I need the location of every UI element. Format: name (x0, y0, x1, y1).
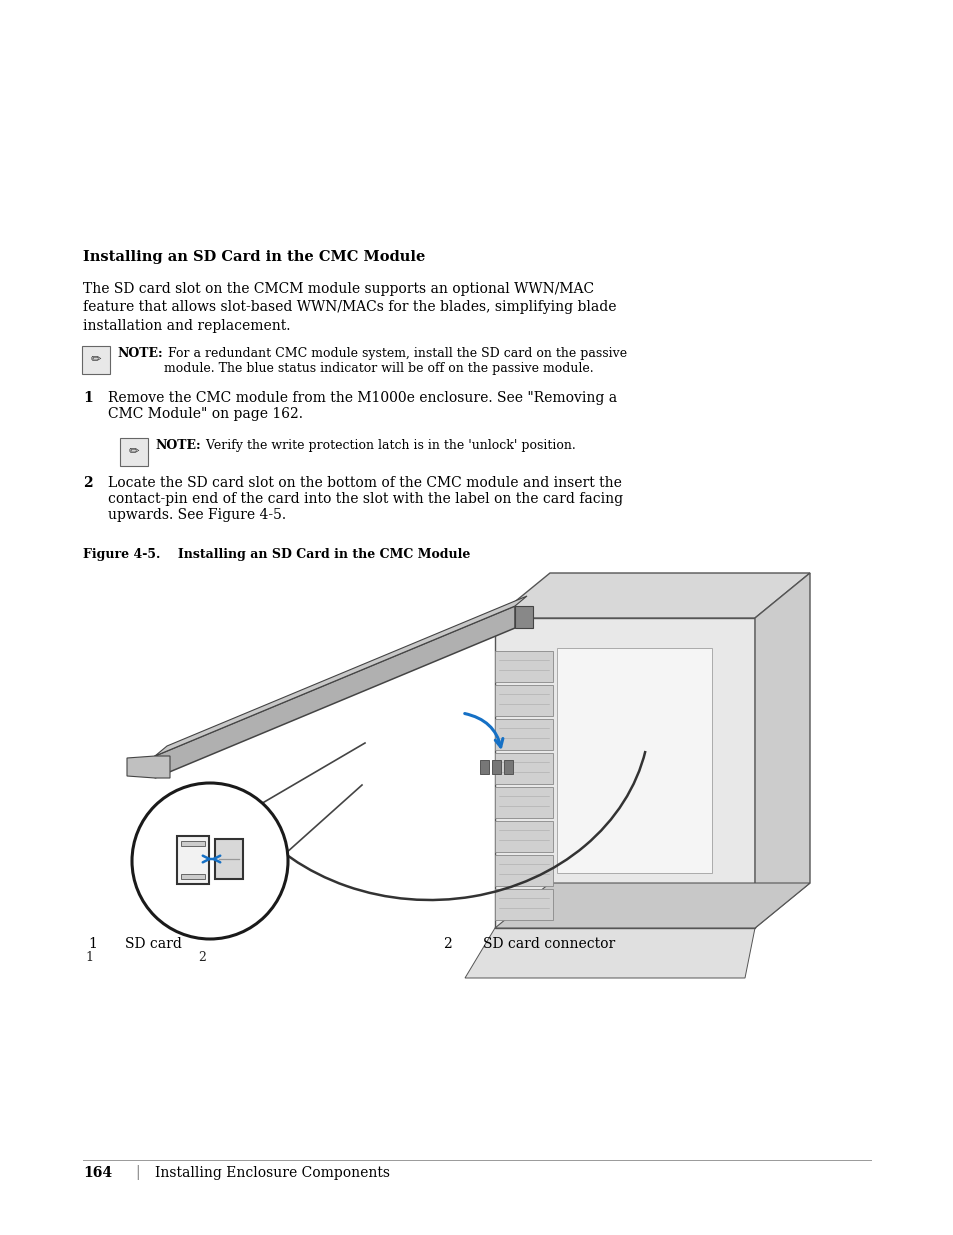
Text: Locate the SD card slot on the bottom of the CMC module and insert the
contact-p: Locate the SD card slot on the bottom of… (108, 475, 622, 522)
FancyBboxPatch shape (177, 836, 209, 884)
Polygon shape (464, 927, 754, 978)
Polygon shape (495, 573, 809, 618)
Text: 2: 2 (442, 937, 452, 951)
Text: The SD card slot on the CMCM module supports an optional WWN/MAC
feature that al: The SD card slot on the CMCM module supp… (83, 282, 616, 332)
FancyBboxPatch shape (495, 889, 553, 920)
Text: 2: 2 (83, 475, 92, 490)
FancyBboxPatch shape (495, 821, 553, 852)
FancyBboxPatch shape (495, 855, 553, 885)
Text: SD card connector: SD card connector (482, 937, 615, 951)
FancyBboxPatch shape (495, 753, 553, 784)
FancyBboxPatch shape (495, 719, 553, 750)
Text: Remove the CMC module from the M1000e enclosure. See "Removing a
CMC Module" on : Remove the CMC module from the M1000e en… (108, 391, 617, 421)
FancyBboxPatch shape (214, 839, 243, 879)
Text: Installing an SD Card in the CMC Module: Installing an SD Card in the CMC Module (83, 249, 425, 264)
FancyBboxPatch shape (120, 438, 148, 466)
Text: For a redundant CMC module system, install the SD card on the passive
module. Th: For a redundant CMC module system, insta… (164, 347, 626, 375)
Text: |: | (135, 1165, 139, 1179)
Text: 2: 2 (198, 951, 206, 965)
FancyBboxPatch shape (495, 685, 553, 716)
Text: 1: 1 (85, 951, 92, 965)
Text: NOTE:: NOTE: (154, 438, 200, 452)
Text: 1: 1 (88, 937, 97, 951)
Polygon shape (495, 883, 809, 927)
Polygon shape (495, 618, 754, 927)
Text: ✏: ✏ (129, 446, 139, 458)
FancyBboxPatch shape (495, 787, 553, 818)
FancyBboxPatch shape (557, 648, 711, 873)
FancyBboxPatch shape (492, 760, 500, 774)
Circle shape (132, 783, 288, 939)
FancyBboxPatch shape (479, 760, 489, 774)
Text: SD card: SD card (125, 937, 182, 951)
Text: Figure 4-5.    Installing an SD Card in the CMC Module: Figure 4-5. Installing an SD Card in the… (83, 548, 470, 561)
Polygon shape (154, 606, 515, 778)
Text: 164: 164 (83, 1166, 112, 1179)
Text: ✏: ✏ (91, 353, 101, 367)
Text: 1: 1 (83, 391, 92, 405)
FancyBboxPatch shape (181, 874, 205, 879)
FancyBboxPatch shape (503, 760, 513, 774)
Text: Installing Enclosure Components: Installing Enclosure Components (154, 1166, 390, 1179)
Text: NOTE:: NOTE: (117, 347, 162, 359)
FancyBboxPatch shape (495, 651, 553, 682)
Polygon shape (754, 573, 809, 927)
Polygon shape (154, 597, 526, 756)
FancyBboxPatch shape (181, 841, 205, 846)
Text: Verify the write protection latch is in the 'unlock' position.: Verify the write protection latch is in … (202, 438, 576, 452)
Polygon shape (127, 756, 170, 778)
FancyBboxPatch shape (82, 346, 110, 374)
Polygon shape (515, 606, 533, 629)
